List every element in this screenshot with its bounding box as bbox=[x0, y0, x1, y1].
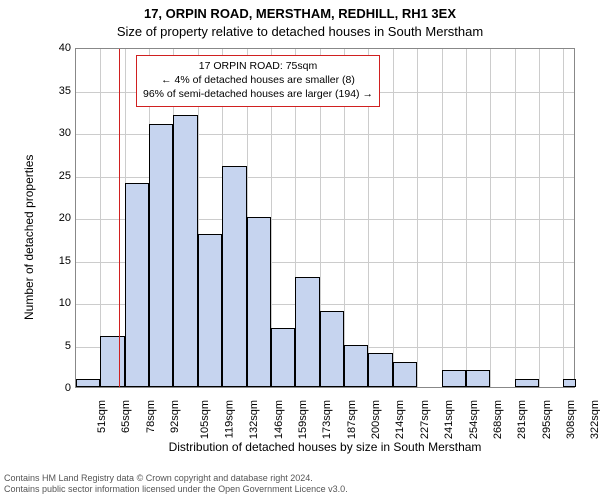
x-tick-label: 227sqm bbox=[419, 400, 431, 439]
y-tick-label: 30 bbox=[43, 127, 71, 139]
histogram-bar bbox=[344, 345, 368, 388]
x-tick-label: 92sqm bbox=[169, 400, 181, 433]
annotation-line: ← 4% of detached houses are smaller (8) bbox=[143, 73, 373, 87]
histogram-bar bbox=[247, 217, 271, 387]
histogram-bar bbox=[76, 379, 100, 388]
grid-line-v bbox=[490, 49, 491, 387]
chart-title-secondary: Size of property relative to detached ho… bbox=[0, 24, 600, 39]
grid-line-v bbox=[515, 49, 516, 387]
y-tick-label: 20 bbox=[43, 212, 71, 224]
footer-line-2: Contains public sector information licen… bbox=[4, 484, 348, 496]
chart-title-primary: 17, ORPIN ROAD, MERSTHAM, REDHILL, RH1 3… bbox=[0, 6, 600, 21]
grid-line-v bbox=[393, 49, 394, 387]
plot-area: 17 ORPIN ROAD: 75sqm← 4% of detached hou… bbox=[75, 48, 575, 388]
histogram-bar bbox=[125, 183, 149, 387]
histogram-bar bbox=[466, 370, 490, 387]
histogram-bar bbox=[563, 379, 576, 388]
grid-line-v bbox=[563, 49, 564, 387]
x-tick-label: 187sqm bbox=[346, 400, 358, 439]
histogram-bar bbox=[173, 115, 197, 387]
x-tick-label: 78sqm bbox=[145, 400, 157, 433]
annotation-line: 96% of semi-detached houses are larger (… bbox=[143, 87, 373, 101]
histogram-bar bbox=[515, 379, 539, 388]
histogram-bar bbox=[100, 336, 124, 387]
histogram-bar bbox=[149, 124, 173, 388]
histogram-bar bbox=[295, 277, 319, 388]
y-axis-label: Number of detached properties bbox=[22, 155, 36, 320]
chart-container: 17, ORPIN ROAD, MERSTHAM, REDHILL, RH1 3… bbox=[0, 0, 600, 500]
annotation-line: 17 ORPIN ROAD: 75sqm bbox=[143, 59, 373, 73]
x-tick-label: 268sqm bbox=[492, 400, 504, 439]
x-tick-label: 241sqm bbox=[443, 400, 455, 439]
x-tick-label: 51sqm bbox=[96, 400, 108, 433]
y-tick-label: 35 bbox=[43, 85, 71, 97]
x-axis-label: Distribution of detached houses by size … bbox=[75, 440, 575, 454]
histogram-bar bbox=[271, 328, 295, 388]
histogram-bar bbox=[442, 370, 466, 387]
x-tick-label: 132sqm bbox=[248, 400, 260, 439]
x-tick-label: 308sqm bbox=[565, 400, 577, 439]
grid-line-v bbox=[466, 49, 467, 387]
x-tick-label: 254sqm bbox=[468, 400, 480, 439]
x-tick-label: 281sqm bbox=[516, 400, 528, 439]
x-tick-label: 200sqm bbox=[370, 400, 382, 439]
annotation-box: 17 ORPIN ROAD: 75sqm← 4% of detached hou… bbox=[136, 55, 380, 107]
x-tick-label: 173sqm bbox=[321, 400, 333, 439]
x-tick-label: 65sqm bbox=[120, 400, 132, 433]
histogram-bar bbox=[222, 166, 246, 387]
y-tick-label: 10 bbox=[43, 297, 71, 309]
x-tick-label: 322sqm bbox=[590, 400, 600, 439]
histogram-bar bbox=[320, 311, 344, 388]
grid-line-v bbox=[539, 49, 540, 387]
histogram-bar bbox=[198, 234, 222, 387]
x-tick-label: 295sqm bbox=[541, 400, 553, 439]
x-tick-label: 159sqm bbox=[297, 400, 309, 439]
footer-line-1: Contains HM Land Registry data © Crown c… bbox=[4, 473, 348, 485]
footer-attribution: Contains HM Land Registry data © Crown c… bbox=[4, 473, 348, 496]
x-tick-label: 105sqm bbox=[200, 400, 212, 439]
y-tick-label: 0 bbox=[43, 382, 71, 394]
x-tick-label: 214sqm bbox=[395, 400, 407, 439]
x-tick-label: 146sqm bbox=[273, 400, 285, 439]
marker-line bbox=[119, 49, 120, 387]
histogram-bar bbox=[368, 353, 392, 387]
grid-line-v bbox=[417, 49, 418, 387]
y-tick-label: 40 bbox=[43, 42, 71, 54]
y-tick-label: 25 bbox=[43, 170, 71, 182]
y-tick-label: 15 bbox=[43, 255, 71, 267]
y-tick-label: 5 bbox=[43, 340, 71, 352]
histogram-bar bbox=[393, 362, 417, 388]
grid-line-v bbox=[442, 49, 443, 387]
x-tick-label: 119sqm bbox=[223, 400, 235, 438]
